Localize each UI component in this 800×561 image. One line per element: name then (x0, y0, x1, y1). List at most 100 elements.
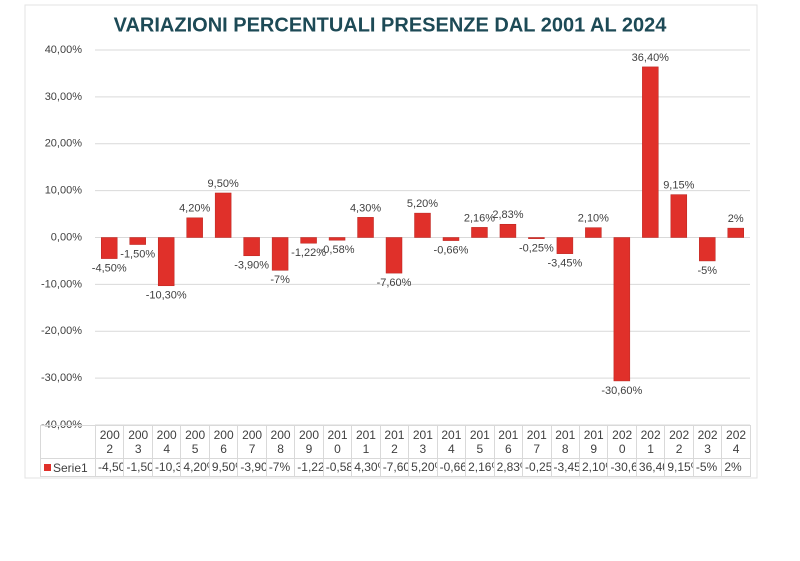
table-value: 36,40% (636, 459, 666, 477)
x-tick-label: 2021 (636, 426, 666, 459)
data-label: -0,58% (320, 244, 355, 256)
table-value: -3,90% (238, 459, 267, 477)
table-value: 4,20% (181, 459, 210, 477)
bar (214, 192, 232, 238)
bar (670, 194, 688, 238)
bar (727, 227, 744, 238)
data-label: 4,30% (350, 202, 381, 214)
x-tick-label: 2011 (352, 426, 381, 459)
data-label: 2,10% (578, 213, 609, 225)
bar (271, 237, 289, 271)
bar (585, 227, 602, 238)
y-tick-label: -40,00% (41, 419, 82, 431)
bar (699, 237, 716, 262)
chart-title: VARIAZIONI PERCENTUALI PRESENZE DAL 2001… (114, 14, 668, 36)
bar (129, 237, 146, 245)
bar (642, 66, 659, 238)
y-tick-label: 30,00% (45, 91, 83, 103)
x-tick-label: 2012 (380, 426, 410, 459)
bar (157, 237, 175, 287)
x-tick-label: 2017 (523, 426, 552, 459)
table-value: -30,60% (608, 459, 637, 477)
x-tick-label: 2018 (551, 426, 580, 459)
table-value: -7,60% (380, 459, 410, 477)
bar (186, 217, 203, 238)
y-tick-label: -10,00% (41, 278, 82, 290)
x-tick-label: 2013 (409, 426, 438, 459)
table-value: -0,66% (437, 459, 467, 477)
x-tick-label: 2020 (608, 426, 637, 459)
y-tick-label: 0,00% (51, 231, 82, 243)
data-label: 9,15% (663, 180, 694, 192)
table-value: -10,30% (152, 459, 182, 477)
y-tick-label: 20,00% (45, 138, 83, 150)
bar (471, 227, 488, 238)
bar (499, 223, 517, 238)
x-tick-label: 2007 (238, 426, 267, 459)
x-tick-label: 2024 (722, 426, 751, 459)
bar (328, 237, 346, 241)
table-value: -1,50% (124, 459, 153, 477)
data-label: 36,40% (632, 52, 670, 64)
bar (528, 237, 545, 239)
data-label: -10,30% (146, 290, 187, 302)
data-label: 2% (728, 213, 744, 225)
table-value: 9,15% (665, 459, 694, 477)
bar (385, 237, 403, 274)
table-value: -7% (266, 459, 296, 477)
data-label: -7% (270, 274, 290, 286)
x-tick-label: 2019 (579, 426, 609, 459)
bar (414, 212, 431, 238)
data-label: -4,50% (92, 263, 127, 275)
table-value: -3,45% (551, 459, 580, 477)
x-tick-label: 2004 (152, 426, 182, 459)
table-value: -0,58% (323, 459, 353, 477)
data-label: 5,20% (407, 198, 438, 210)
table-value: 2,83% (494, 459, 524, 477)
x-tick-label: 2010 (323, 426, 353, 459)
table-value: -5% (693, 459, 723, 477)
y-tick-label: -30,00% (41, 372, 82, 384)
x-tick-label: 2023 (693, 426, 723, 459)
y-tick-label: 10,00% (45, 185, 83, 197)
legend-swatch (44, 464, 51, 471)
table-value: 9,50% (209, 459, 239, 477)
x-tick-label: 2008 (266, 426, 296, 459)
table-value: 2,10% (579, 459, 609, 477)
x-tick-label: 2022 (665, 426, 694, 459)
legend-label: Serie1 (53, 460, 88, 475)
table-value: 2,16% (466, 459, 495, 477)
data-label: -3,45% (547, 258, 582, 270)
x-tick-label: 2015 (466, 426, 495, 459)
bar (357, 217, 374, 238)
bar (243, 237, 260, 257)
data-label: 9,50% (208, 178, 239, 190)
data-label: -1,50% (120, 248, 155, 260)
x-tick-label: 2005 (181, 426, 210, 459)
data-label: 4,20% (179, 203, 210, 215)
data-table: 2002 2003 2004 2005 2006 2007 2008 2009 2010 2011… (40, 425, 751, 477)
data-label: -30,60% (601, 385, 642, 397)
data-label: 2,83% (492, 209, 523, 221)
table-value: -0,25% (523, 459, 552, 477)
data-label: -7,60% (377, 277, 412, 289)
table-value: 2% (722, 459, 751, 477)
x-tick-label: 2002 (96, 426, 125, 459)
bar (101, 237, 118, 259)
data-label: 2,16% (464, 212, 495, 224)
table-value: -4,50% (96, 459, 125, 477)
data-label: -0,66% (434, 245, 469, 257)
table-value: -1,22% (295, 459, 324, 477)
data-label: -5% (698, 265, 718, 277)
x-tick-label: 2014 (437, 426, 467, 459)
bar (442, 237, 460, 241)
data-label: -0,25% (519, 243, 554, 255)
x-tick-label: 2016 (494, 426, 524, 459)
table-value: 5,20% (409, 459, 438, 477)
table-corner (41, 426, 96, 459)
legend-entry: Serie1 (41, 459, 96, 477)
x-tick-label: 2009 (295, 426, 324, 459)
bar (613, 237, 631, 382)
